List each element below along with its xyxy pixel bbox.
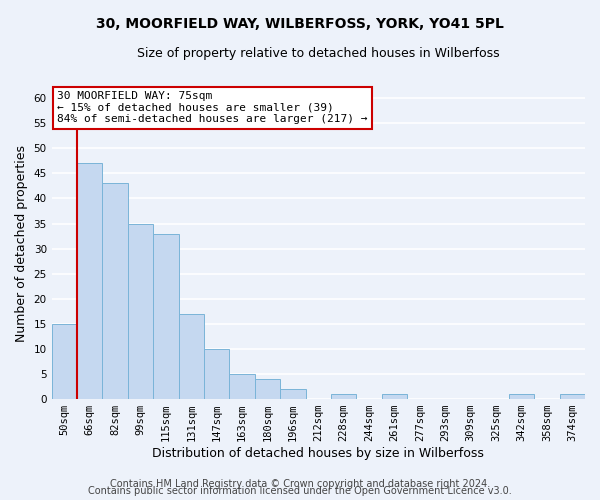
Text: Contains public sector information licensed under the Open Government Licence v3: Contains public sector information licen… [88, 486, 512, 496]
Bar [77, 164, 103, 399]
Bar [331, 394, 356, 399]
Bar [153, 234, 179, 399]
Bar [204, 349, 229, 399]
Bar [52, 324, 77, 399]
Bar [103, 184, 128, 399]
Bar [509, 394, 534, 399]
Text: 30, MOORFIELD WAY, WILBERFOSS, YORK, YO41 5PL: 30, MOORFIELD WAY, WILBERFOSS, YORK, YO4… [96, 18, 504, 32]
Bar [229, 374, 255, 399]
Y-axis label: Number of detached properties: Number of detached properties [15, 145, 28, 342]
Bar [382, 394, 407, 399]
Text: 30 MOORFIELD WAY: 75sqm
← 15% of detached houses are smaller (39)
84% of semi-de: 30 MOORFIELD WAY: 75sqm ← 15% of detache… [57, 91, 367, 124]
Bar [179, 314, 204, 399]
X-axis label: Distribution of detached houses by size in Wilberfoss: Distribution of detached houses by size … [152, 447, 484, 460]
Bar [280, 389, 305, 399]
Bar [128, 224, 153, 399]
Title: Size of property relative to detached houses in Wilberfoss: Size of property relative to detached ho… [137, 48, 500, 60]
Bar [560, 394, 585, 399]
Bar [255, 379, 280, 399]
Text: Contains HM Land Registry data © Crown copyright and database right 2024.: Contains HM Land Registry data © Crown c… [110, 479, 490, 489]
